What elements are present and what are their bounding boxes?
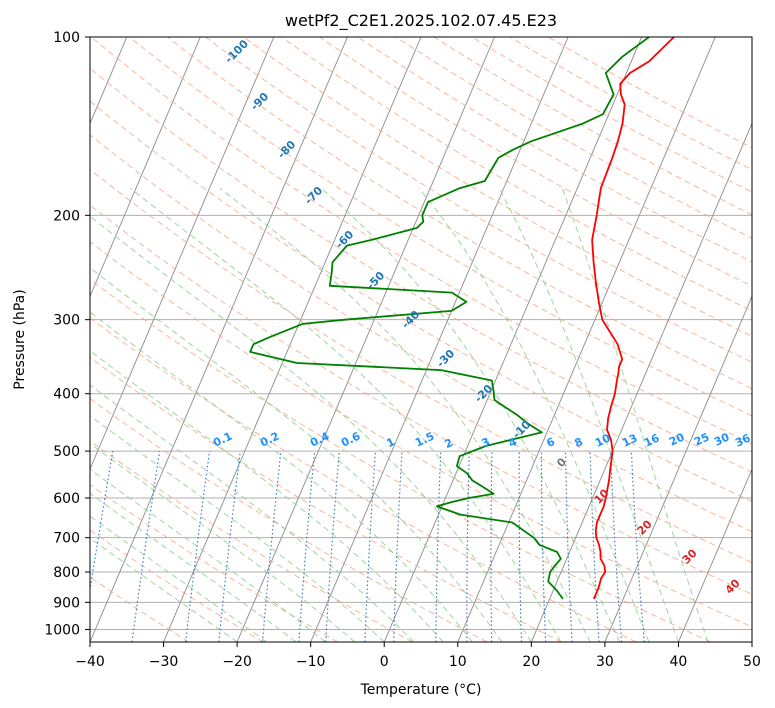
y-tick-label: 1000 [44, 622, 80, 638]
y-tick-label: 100 [53, 30, 80, 46]
isotherm-line [383, 37, 643, 642]
x-tick-label: −10 [296, 654, 326, 670]
x-tick-label: −30 [149, 654, 179, 670]
moist-adiabat-line [498, 187, 679, 642]
y-tick-label: 800 [53, 565, 80, 581]
dry-adiabat-line [90, 168, 752, 564]
moist-adiabat-line [129, 187, 562, 642]
moist-adiabat-line [90, 442, 356, 642]
mixing-ratio-line [131, 451, 161, 642]
y-axis-label: Pressure (hPa) [12, 289, 28, 389]
moist-adiabat-line [90, 415, 385, 642]
isotherm-line [678, 467, 752, 642]
mixing-ratio-line [218, 451, 241, 642]
chart-title: wetPf2_C2E1.2025.102.07.45.E23 [285, 11, 557, 31]
y-tick-label: 300 [53, 313, 80, 329]
dewpoint-profile-line [249, 37, 650, 600]
x-tick-label: 30 [596, 654, 614, 670]
mixing-ratio-line [90, 451, 114, 594]
moist-adiabat-line [90, 215, 532, 642]
x-axis-label: Temperature (°C) [360, 682, 482, 698]
moist-adiabat-line [90, 515, 267, 642]
moist-adiabat-line [90, 492, 297, 642]
mixing-ratio-label: 20 [667, 430, 687, 448]
moist-adiabat-line [219, 187, 591, 642]
dry-adiabat-line [90, 100, 752, 503]
dry-adiabat-line [243, 37, 752, 337]
mixing-ratio-label: 36 [733, 431, 753, 449]
dry-adiabat-line [90, 484, 339, 642]
y-tick-label: 900 [53, 595, 80, 611]
mixing-ratio-line [298, 451, 316, 642]
y-tick-label: 500 [53, 444, 80, 460]
isotherm-line [90, 37, 348, 642]
mixing-ratio-label: 10 [593, 431, 613, 449]
plot-area [90, 37, 752, 642]
mixing-ratio-label: 16 [642, 431, 662, 449]
moist-adiabat-line [90, 468, 326, 642]
y-tick-label: 400 [53, 387, 80, 403]
dry-adiabat-line [90, 356, 562, 642]
mixing-ratio-line [261, 451, 282, 642]
isotherm-line [236, 37, 495, 642]
dry-adiabat-line [281, 37, 752, 312]
mixing-ratio-label: 30 [712, 430, 732, 448]
moist-adiabat-line [90, 350, 444, 642]
isotherm-line [457, 37, 716, 642]
dry-adiabat-line [90, 37, 752, 445]
x-tick-label: 50 [743, 654, 761, 670]
isotherm-line [604, 295, 752, 642]
mixing-ratio-label: 13 [620, 431, 639, 449]
x-tick-label: 10 [449, 654, 467, 670]
x-tick-label: 20 [522, 654, 540, 670]
plot-frame [89, 36, 753, 643]
moist-adiabat-line [561, 188, 709, 642]
x-tick-label: 0 [380, 654, 389, 670]
dry-adiabat-line [90, 317, 637, 642]
isotherm-line [90, 37, 201, 298]
dry-adiabat-line [90, 278, 712, 642]
dry-adiabat-line [128, 37, 752, 417]
x-tick-label: −20 [222, 654, 252, 670]
y-tick-label: 600 [53, 491, 80, 507]
moist-adiabat-line [418, 187, 650, 642]
isotherm-line [163, 37, 422, 642]
moist-adiabat-line [90, 311, 473, 642]
dry-adiabat-line [90, 204, 752, 595]
moist-adiabat-line [90, 384, 414, 642]
dry-adiabat-line [90, 529, 264, 642]
moist-adiabat-line [320, 187, 621, 642]
temperature-profile-line [591, 37, 675, 600]
x-tick-label: −40 [75, 654, 105, 670]
y-tick-label: 200 [53, 208, 80, 224]
y-tick-label: 700 [53, 531, 80, 547]
isotherm-line [90, 37, 275, 471]
x-tick-label: 40 [670, 654, 688, 670]
dry-adiabat-line [167, 37, 752, 390]
mixing-ratio-line [185, 451, 211, 642]
mixing-ratio-label: 25 [692, 430, 711, 448]
dry-adiabat-line [90, 241, 752, 628]
